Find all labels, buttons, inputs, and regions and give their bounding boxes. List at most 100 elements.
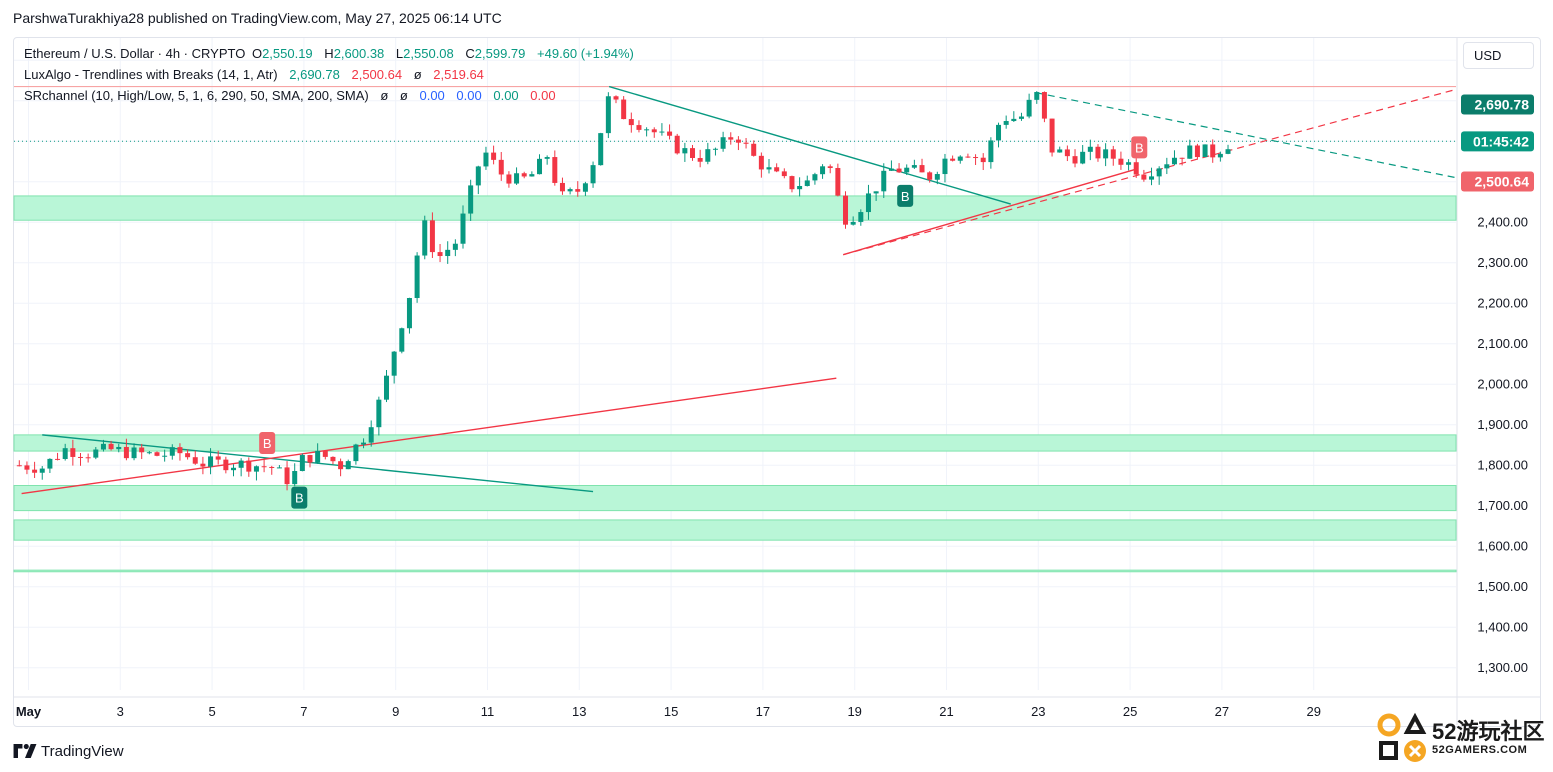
indicator-luxalgo-name[interactable]: LuxAlgo - Trendlines with Breaks (14, 1,…: [24, 67, 278, 82]
candle-body: [942, 158, 948, 175]
candle-body: [904, 167, 910, 173]
candle-body: [62, 448, 68, 459]
break-marker-label: B: [1135, 140, 1144, 155]
candle-body: [1210, 144, 1216, 158]
candle-body: [682, 148, 688, 154]
break-marker-badge: [291, 486, 308, 509]
candle-body: [139, 447, 145, 453]
x-tick-label: 17: [756, 704, 770, 719]
sr-zone: [13, 195, 1457, 221]
legend-indicator-luxalgo[interactable]: LuxAlgo - Trendlines with Breaks (14, 1,…: [24, 67, 487, 82]
tradingview-brand[interactable]: TradingView: [13, 740, 124, 762]
candle-body: [1072, 156, 1078, 164]
candle-body: [575, 189, 581, 192]
candle-body: [613, 96, 619, 100]
candle-body: [368, 427, 374, 443]
candle-body: [590, 165, 596, 184]
candle-body: [888, 168, 894, 171]
x-tick-label: 19: [847, 704, 861, 719]
candle-body: [628, 119, 634, 126]
indicator-srchannel-name[interactable]: SRchannel (10, High/Low, 5, 1, 6, 290, 5…: [24, 88, 369, 103]
candle-body: [429, 220, 435, 253]
candle-body: [973, 157, 979, 159]
candle-body: [384, 375, 390, 400]
candle-body: [361, 442, 367, 445]
candle-body: [812, 174, 818, 181]
indicator-luxalgo-value-3: ø: [413, 67, 422, 82]
legend-close-value: 2,599.79: [474, 46, 526, 61]
candle-body: [1095, 146, 1101, 159]
legend-symbol[interactable]: Ethereum / U.S. Dollar · 4h · CRYPTO: [24, 46, 246, 61]
sr-zone: [13, 434, 1457, 452]
candle-body: [1202, 144, 1208, 158]
chart-panel[interactable]: [13, 37, 1541, 727]
projected-trendline: [1035, 92, 1457, 179]
candle-body: [544, 157, 550, 159]
candle-body: [873, 191, 879, 194]
candle-body: [758, 155, 764, 170]
candle-body: [858, 212, 864, 222]
candle-body: [422, 220, 428, 256]
indicator-srchannel-value-1: ø: [380, 88, 389, 103]
candle-body: [705, 149, 711, 162]
break-marker-badge: [1131, 136, 1148, 159]
indicator-luxalgo-value-2: 2,500.64: [351, 67, 403, 82]
candle-body: [330, 456, 336, 462]
legend-low-value: 2,550.08: [403, 46, 454, 61]
y-tick-label: 1,600.00: [1477, 538, 1528, 553]
y-tick-label: 2,000.00: [1477, 376, 1528, 391]
candle-body: [445, 249, 451, 257]
candle-body: [1156, 168, 1162, 177]
candle-body: [820, 166, 826, 175]
y-tick-label: 1,900.00: [1477, 417, 1528, 432]
x-tick-label: 9: [392, 704, 399, 719]
candle-body: [1141, 174, 1147, 180]
candle-body: [743, 142, 749, 144]
x-tick-label: 3: [117, 704, 124, 719]
candle-body: [414, 255, 420, 299]
time-axis[interactable]: May 3 5 7 9 11 13 15 17 19 21 23 25 27 29: [14, 696, 1540, 719]
candle-body: [215, 456, 221, 460]
candle-body: [253, 466, 259, 472]
candle-body: [751, 143, 757, 156]
candle-body: [315, 450, 321, 463]
sr-zone: [13, 485, 1457, 512]
legend-symbol-line[interactable]: Ethereum / U.S. Dollar · 4h · CRYPTO O2,…: [24, 46, 637, 61]
x-tick-label: 21: [939, 704, 953, 719]
candles: [16, 91, 1231, 491]
price-tags: 2,690.78 01:45:42 2,500.64: [1461, 94, 1534, 192]
candle-body: [1064, 149, 1070, 157]
candle-body: [483, 152, 489, 167]
indicator-srchannel-value-6: 0.00: [530, 88, 556, 103]
site-watermark: 52游玩社区 52GAMERS.COM: [1374, 711, 1544, 765]
candle-body: [460, 213, 466, 244]
candle-body: [468, 185, 474, 214]
break-marker-label: B: [295, 491, 304, 506]
sr-zone: [13, 519, 1457, 541]
currency-button[interactable]: USD: [1463, 42, 1534, 69]
candle-body: [1133, 162, 1139, 175]
candle-body: [1011, 118, 1017, 122]
x-tick-label: 5: [208, 704, 215, 719]
candle-body: [896, 168, 902, 173]
candle-body: [881, 170, 887, 192]
y-tick-label: 2,400.00: [1477, 214, 1528, 229]
candle-body: [1217, 153, 1223, 158]
candle-body: [376, 399, 382, 428]
break-marker-label: B: [901, 189, 910, 204]
candle-body: [537, 158, 543, 175]
candle-body: [185, 453, 191, 458]
candle-body: [950, 158, 956, 161]
candle-body: [957, 156, 963, 161]
candle-body: [1110, 149, 1116, 159]
candle-body: [1149, 176, 1155, 180]
candle-body: [231, 467, 237, 471]
candle-body: [804, 180, 810, 187]
y-tick-label: 1,800.00: [1477, 457, 1528, 472]
candle-body: [919, 165, 925, 173]
legend-indicator-srchannel[interactable]: SRchannel (10, High/Low, 5, 1, 6, 290, 5…: [24, 88, 559, 103]
candle-body: [108, 443, 114, 450]
candle-body: [559, 182, 565, 192]
candle-body: [644, 129, 650, 131]
